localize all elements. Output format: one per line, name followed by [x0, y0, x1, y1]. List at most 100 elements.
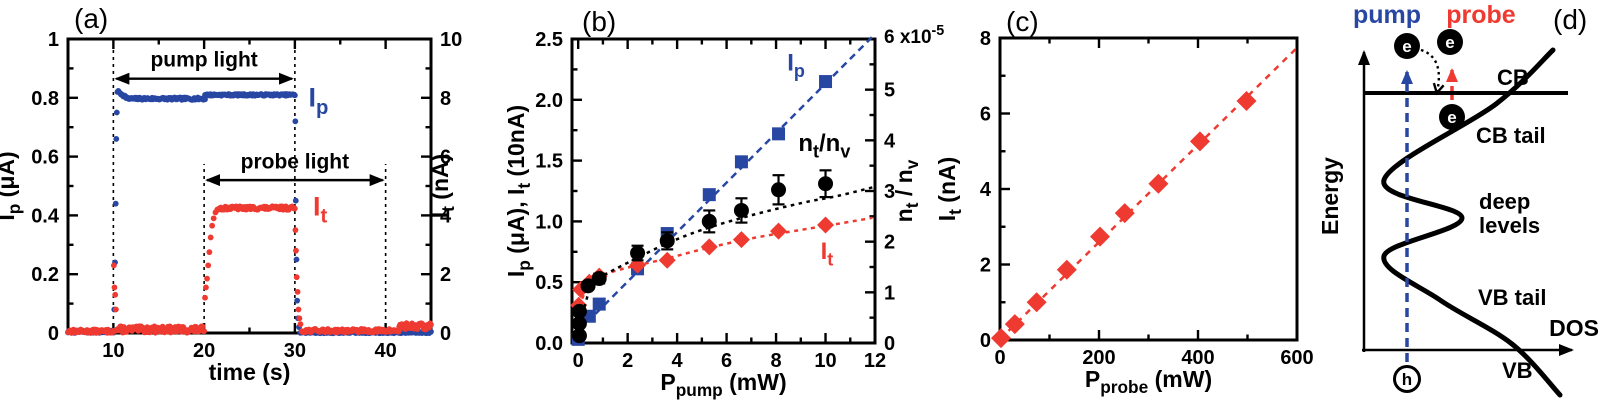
pump-label: pump	[1353, 1, 1421, 29]
deep-levels-label-1: deep	[1479, 189, 1530, 214]
y2-tick-label: 2	[884, 232, 895, 254]
electron-label: e	[1445, 33, 1454, 52]
electron-label: e	[1447, 108, 1456, 127]
x-tick-label: 6	[721, 350, 732, 372]
y2-tick-label: 1	[884, 282, 895, 304]
y-tick-label: 0.4	[31, 205, 60, 227]
x-axis-label: time (s)	[209, 359, 291, 385]
panel-label-c: (c)	[1006, 6, 1039, 37]
y-tick-label: 1	[48, 29, 59, 51]
y2-tick-label: 0	[440, 323, 451, 345]
y-tick-label: 8	[980, 28, 991, 50]
vb-label: VB	[1502, 358, 1533, 383]
axes-frame-a	[66, 37, 433, 335]
x-tick-label: 0	[994, 347, 1005, 369]
y-tick-label: 1.5	[535, 151, 563, 173]
x-tick-label: 8	[770, 350, 781, 372]
y2-tick-label: 4	[440, 205, 452, 227]
annotation-text: probe light	[241, 150, 350, 173]
panel-label-d: (d)	[1553, 4, 1588, 35]
y-tick-label: 2.5	[535, 29, 563, 51]
y2-tick-label: 5	[884, 80, 895, 102]
electron-circle-1	[1394, 33, 1420, 59]
y-axis-label: Ip (μA)	[0, 151, 24, 220]
cb-label: CB	[1497, 65, 1529, 90]
electron-circle-3	[1439, 104, 1465, 130]
panel-label-a: (a)	[74, 3, 109, 34]
series-label-nt_nv: nt/nv	[798, 130, 850, 162]
x-tick-label: 40	[375, 340, 397, 362]
y2-axis-label: It (nA)	[427, 154, 458, 219]
y2-tick-label: 4	[884, 130, 896, 152]
panel-c: 0 200 400 600 0 2 4 6 8 Pprobe (mW) It (nA)	[934, 28, 1314, 397]
electron-label: e	[1402, 37, 1411, 56]
y2-tick-label: 6 x10-5	[884, 23, 944, 48]
series-label-I_t: It	[313, 191, 328, 227]
y2-tick-label: 8	[440, 88, 451, 110]
x-tick-label: 0	[573, 350, 584, 372]
electron-circle-2	[1437, 29, 1463, 55]
y-tick-label: 2.0	[535, 90, 563, 112]
probe-label: probe	[1446, 1, 1516, 29]
x-tick-label: 4	[672, 350, 684, 372]
y-tick-label: 0.8	[31, 88, 59, 110]
series-label-I_p: Ip	[308, 83, 328, 119]
series-I_t	[65, 203, 434, 336]
x-tick-label: 20	[193, 340, 215, 362]
relaxation-arrow	[1420, 48, 1439, 92]
hole-label: h	[1402, 370, 1412, 389]
y-tick-label: 0	[980, 330, 991, 352]
panel-label-b: (b)	[582, 6, 617, 37]
cb-tail-label: CB tail	[1476, 123, 1546, 148]
y2-axis-label: nt / nv	[891, 159, 922, 222]
energy-axis-label: Energy	[1317, 157, 1343, 235]
x-tick-label: 400	[1181, 347, 1214, 369]
series-I_p	[571, 35, 874, 346]
dos-axis-label: DOS	[1549, 315, 1599, 341]
y-tick-label: 0.6	[31, 147, 59, 169]
y-tick-label: 0	[48, 323, 59, 345]
y-tick-label: 4	[980, 179, 992, 201]
x-tick-label: 10	[814, 350, 836, 372]
y-tick-label: 0.5	[535, 272, 563, 294]
series-label-I_t: It	[821, 238, 834, 270]
x-tick-label: 10	[102, 340, 124, 362]
x-axis-label: Pprobe (mW)	[1085, 366, 1212, 397]
x-axis-label: Ppump (mW)	[660, 369, 786, 400]
x-tick-label: 2	[622, 350, 633, 372]
y-tick-label: 0.0	[535, 333, 563, 355]
y-tick-label: 0.2	[31, 264, 59, 286]
y-tick-label: 6	[980, 104, 991, 126]
y2-tick-label: 2	[440, 264, 451, 286]
y2-tick-label: 10	[440, 29, 462, 51]
y-axis-label: Ip (μA), It (10nA)	[503, 105, 534, 277]
hole-circle	[1393, 365, 1421, 393]
series-I_t	[990, 45, 1300, 349]
y2-tick-label: 3	[884, 181, 895, 203]
y-axis-label: It (nA)	[934, 157, 965, 222]
y2-tick-label: 6	[440, 147, 451, 169]
y-tick-label: 2	[980, 255, 991, 277]
series-I_p	[65, 88, 434, 337]
annotation-text: pump light	[150, 48, 257, 71]
vb-tail-label: VB tail	[1478, 285, 1546, 310]
panel-d-diagram: e e e h pump probe Energy DOS CB CB tail deeplevel…	[1317, 1, 1599, 398]
dos-curve	[1381, 47, 1563, 398]
x-tick-label: 12	[864, 350, 886, 372]
fit-I_t	[999, 45, 1300, 341]
x-tick-label: 200	[1082, 347, 1115, 369]
tick-labels-c: 0 200 400 600 0 2 4 6 8	[980, 28, 1314, 369]
series-nt_nv	[571, 169, 873, 344]
ticks-a	[68, 37, 433, 335]
x-tick-label: 600	[1280, 347, 1313, 369]
deep-levels-label-2: levels	[1479, 213, 1540, 238]
series-label-I_p: Ip	[787, 50, 805, 82]
x-tick-label: 30	[284, 340, 306, 362]
y-tick-label: 1.0	[535, 211, 563, 233]
